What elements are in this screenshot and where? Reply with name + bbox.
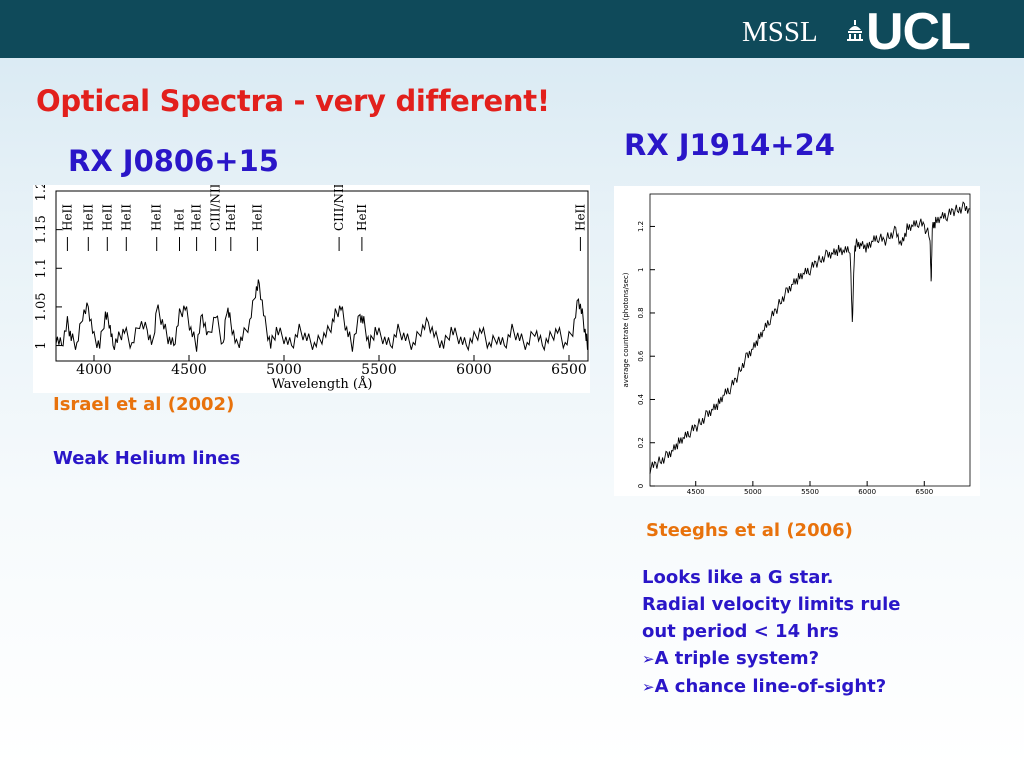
x-tick-label: 6500: [551, 362, 587, 378]
ucl-dome-icon: [847, 20, 863, 41]
y-tick-label: 0.6: [637, 350, 645, 362]
line-id-label: HeII: [190, 204, 204, 231]
x-tick-label: 4000: [76, 362, 112, 378]
right-chart-background: [614, 186, 980, 496]
y-tick-label: 0.4: [637, 393, 645, 405]
ucl-logo: UCL: [866, 3, 971, 61]
bullet-text: A chance line-of-sight?: [654, 676, 887, 697]
line-id-label: HeII: [60, 204, 74, 231]
x-tick-label: 5500: [801, 488, 819, 496]
right-notes: Looks like a G star. Radial velocity lim…: [642, 564, 901, 701]
bullet-item: ➢A chance line-of-sight?: [642, 673, 901, 701]
y-axis-label: average countrate (photons/sec): [622, 272, 630, 387]
left-note: Weak Helium lines: [53, 448, 241, 469]
y-tick-label: 1.15: [34, 215, 49, 244]
spectrum-line: [55, 279, 589, 352]
line-id-label: HeII: [250, 204, 264, 231]
plot-frame: [649, 193, 971, 487]
spectrum-line: [649, 201, 971, 474]
y-tick-label: 0.8: [637, 307, 645, 318]
x-tick-label: 5500: [361, 362, 397, 378]
line-id-label: CIII/NIII: [332, 185, 346, 231]
x-tick-label: 4500: [171, 362, 207, 378]
x-tick-label: 6000: [456, 362, 492, 378]
left-citation: Israel et al (2002): [53, 394, 235, 415]
y-tick-label: 1.2: [34, 185, 49, 201]
spectrum-chart-rxj1914: 4500 5000 5500 6000 6500 0 0.2 0.4 0.6 0.8 1 1.2 ave…: [622, 193, 971, 496]
x-tick-label: 5000: [744, 488, 762, 496]
x-tick-label: 5000: [266, 362, 302, 378]
x-tick-label: 6000: [858, 488, 876, 496]
line-id-label: HeII: [355, 204, 369, 231]
line-id-label: HeII: [224, 204, 238, 231]
y-tick-label: 1.05: [34, 292, 49, 321]
y-tick-label: 1.2: [637, 221, 645, 232]
line-id-label: HeII: [150, 204, 164, 231]
y-tick-label: 1: [637, 267, 645, 271]
line-id-label: HeII: [100, 204, 114, 231]
y-tick-label: 1.1: [34, 258, 49, 279]
note-line: Radial velocity limits rule: [642, 594, 901, 615]
y-tick-label: 1: [34, 341, 49, 349]
left-chart-background: [33, 185, 590, 393]
right-citation: Steeghs et al (2006): [646, 520, 853, 541]
plot-frame: [55, 190, 589, 362]
x-axis-label: Wavelength (Å): [272, 376, 373, 392]
line-id-label: HeII: [573, 204, 587, 231]
note-line: out period < 14 hrs: [642, 621, 839, 642]
y-tick-label: 0: [637, 484, 645, 488]
arrow-bullet-icon: ➢: [642, 678, 655, 696]
spectrum-chart-rxj0806: 4000 4500 5000 5500 6000 6500 1 1.05 1.1 1.15 1.2 W…: [34, 185, 589, 392]
bullet-item: ➢A triple system?: [642, 645, 901, 673]
left-object-label: RX J0806+15: [68, 144, 279, 178]
arrow-bullet-icon: ➢: [642, 650, 655, 668]
line-id-label: HeI: [173, 208, 187, 231]
y-tick-label: 0.2: [637, 437, 645, 448]
slide-title: Optical Spectra - very different!: [36, 84, 550, 118]
x-tick-label: 4500: [687, 488, 705, 496]
x-tick-label: 6500: [915, 488, 933, 496]
right-object-label: RX J1914+24: [624, 128, 835, 162]
line-id-label: CIII/NIII: [209, 185, 223, 231]
mssl-logo: MSSL: [742, 16, 818, 48]
bullet-text: A triple system?: [654, 648, 820, 669]
line-id-label: HeII: [81, 204, 95, 231]
line-id-label: HeII: [119, 204, 133, 231]
note-line: Looks like a G star.: [642, 567, 834, 588]
